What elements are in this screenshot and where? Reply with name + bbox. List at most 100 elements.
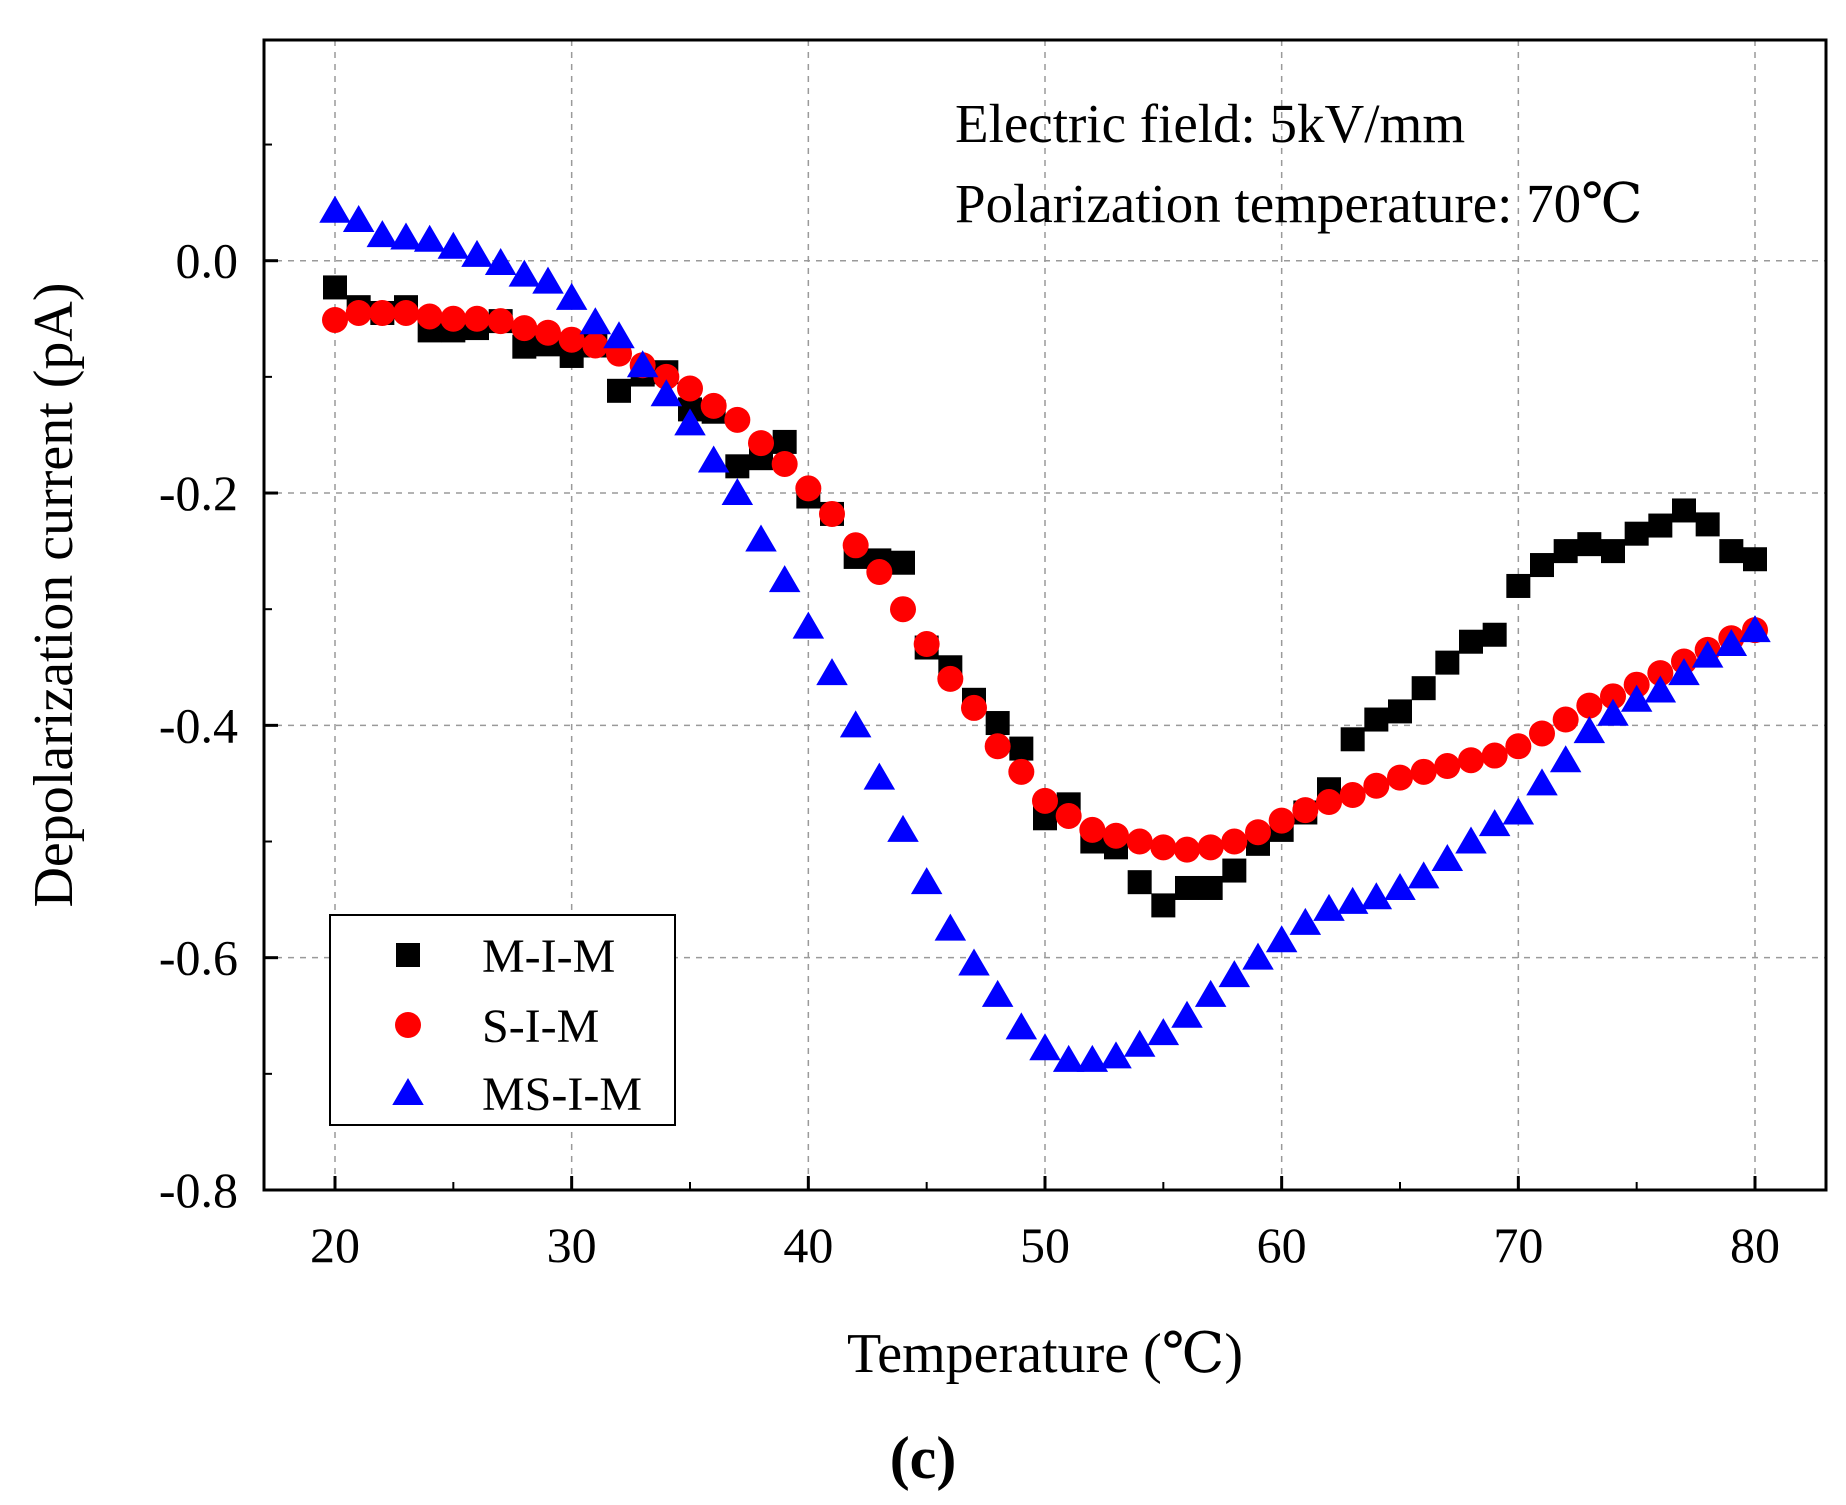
annotation-polarization-temperature: Polarization temperature: 70℃ (955, 173, 1643, 234)
data-point (607, 378, 631, 403)
data-point (1292, 797, 1319, 824)
data-point (1624, 521, 1649, 546)
data-point (697, 445, 730, 473)
data-point (1360, 882, 1393, 910)
data-point (748, 430, 774, 457)
data-point (369, 299, 396, 326)
data-point (1530, 553, 1554, 578)
data-point (1668, 658, 1700, 686)
data-point (603, 321, 635, 349)
data-point (1647, 660, 1674, 687)
data-point (961, 694, 987, 721)
data-point (1336, 886, 1369, 914)
data-point (1481, 742, 1508, 769)
data-point (1552, 706, 1579, 733)
data-point (1739, 615, 1771, 643)
data-point (792, 611, 825, 639)
data-point (558, 326, 585, 353)
data-point (1384, 872, 1416, 900)
x-tick-label: 30 (547, 1217, 597, 1273)
data-point (1265, 925, 1298, 953)
data-point (1289, 907, 1322, 935)
data-point (416, 303, 443, 330)
data-point (842, 532, 869, 559)
data-point (1151, 893, 1176, 918)
data-point (1455, 826, 1487, 854)
data-point (1435, 650, 1460, 675)
y-axis-title: Depolarization current (pA) (23, 282, 85, 907)
data-point (863, 762, 896, 790)
data-point (1221, 828, 1248, 855)
data-point (1076, 1044, 1109, 1072)
data-point (1008, 758, 1035, 785)
data-point (440, 305, 467, 332)
data-point (1364, 707, 1389, 732)
data-point (772, 429, 797, 454)
series-s-i-m (322, 299, 1768, 863)
data-point (1719, 539, 1744, 564)
data-point (745, 524, 777, 552)
x-tick-label: 70 (1493, 1217, 1543, 1273)
data-point (322, 306, 348, 333)
data-point (985, 711, 1010, 736)
data-point (1620, 684, 1653, 712)
x-tick-label: 40 (783, 1217, 833, 1273)
data-point (1526, 768, 1558, 796)
data-point (937, 665, 964, 692)
data-point (1715, 629, 1748, 657)
data-point (891, 550, 915, 575)
data-point (1502, 797, 1535, 825)
data-point (1478, 809, 1511, 837)
data-point (1052, 1044, 1085, 1072)
y-tick-label: 0.0 (176, 233, 239, 289)
data-point (579, 307, 612, 335)
data-point (1103, 822, 1129, 849)
data-point (532, 266, 564, 294)
data-point (535, 319, 561, 346)
x-tick-label: 50 (1020, 1217, 1070, 1273)
data-point (1577, 532, 1602, 557)
data-point (464, 305, 490, 332)
data-point (1340, 727, 1365, 752)
y-tick-label: -0.8 (159, 1162, 238, 1218)
legend: M-I-M S-I-M MS-I-M (329, 914, 676, 1126)
data-point (650, 379, 683, 407)
data-point (390, 222, 422, 250)
data-point (1623, 671, 1650, 698)
data-point (511, 315, 538, 342)
data-point (1388, 699, 1412, 724)
data-point (626, 350, 659, 378)
data-point (1431, 843, 1464, 871)
data-point (1644, 675, 1677, 703)
data-point (1218, 960, 1251, 988)
data-point (1387, 764, 1413, 791)
data-point (839, 710, 872, 738)
data-point (816, 658, 848, 686)
data-point (1601, 539, 1625, 564)
legend-marker-s-i-m (395, 1012, 421, 1038)
data-point (725, 454, 750, 479)
data-point (323, 275, 347, 300)
data-point (1459, 629, 1483, 654)
annotation-electric-field: Electric field: 5kV/mm (955, 93, 1465, 154)
data-point (1174, 836, 1200, 863)
data-point (1032, 787, 1058, 814)
data-point (913, 631, 940, 658)
data-point (1553, 539, 1578, 564)
data-point (795, 475, 822, 502)
data-point (1268, 807, 1295, 834)
data-point (1363, 772, 1390, 799)
data-point (768, 565, 801, 593)
y-tick-label: -0.4 (159, 697, 238, 753)
data-point (1339, 782, 1366, 809)
legend-markers (392, 943, 424, 1105)
data-point (1600, 683, 1626, 710)
data-point (1411, 676, 1436, 701)
data-point (1126, 828, 1153, 855)
data-point (1506, 573, 1531, 598)
data-point (1171, 1000, 1203, 1028)
data-point (319, 195, 351, 223)
data-point (1597, 698, 1629, 726)
data-point (1005, 1012, 1038, 1040)
data-point (1407, 861, 1440, 889)
